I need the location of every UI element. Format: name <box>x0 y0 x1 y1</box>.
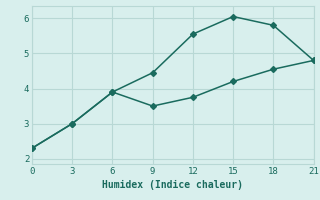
X-axis label: Humidex (Indice chaleur): Humidex (Indice chaleur) <box>102 180 243 190</box>
